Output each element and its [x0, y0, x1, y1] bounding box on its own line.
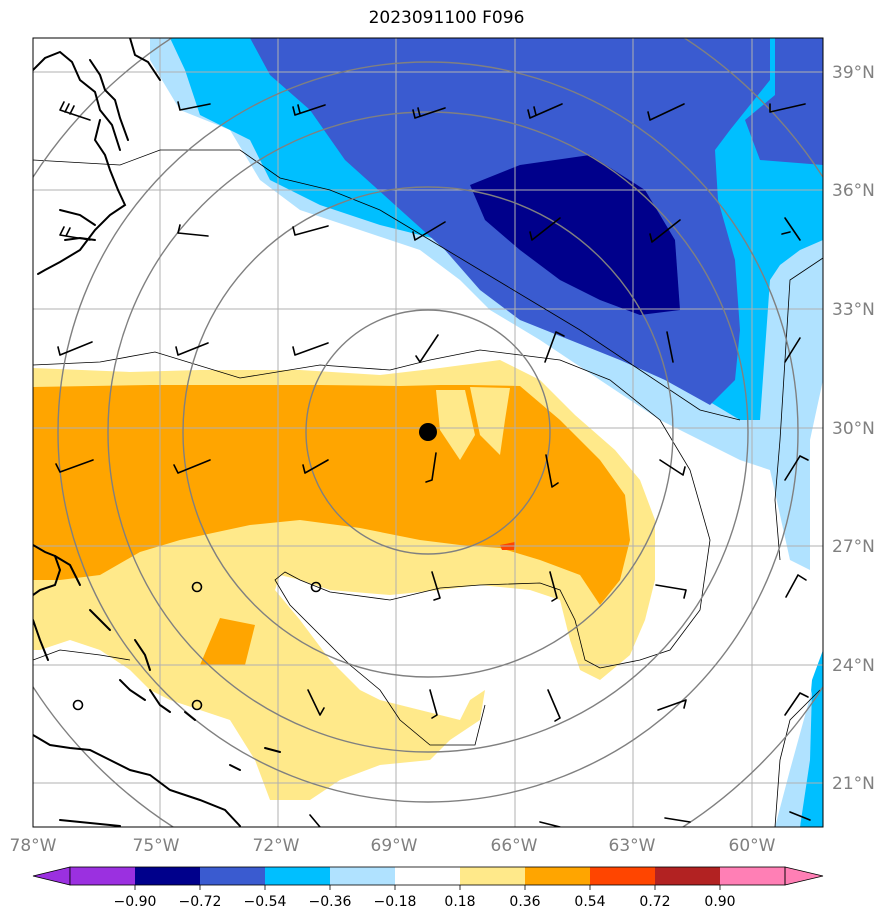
- lat-label: 21°N: [832, 774, 875, 794]
- colorbar-label: −0.54: [244, 894, 287, 910]
- colorbar-extend-low: [32, 866, 71, 886]
- lon-label: 60°W: [729, 836, 776, 856]
- colorbar-label: −0.90: [114, 894, 157, 910]
- lat-label: 36°N: [832, 181, 875, 201]
- lon-label: 66°W: [491, 836, 538, 856]
- lat-labels: 39°N 36°N 33°N 30°N 27°N 24°N 21°N: [832, 63, 875, 794]
- lat-label: 30°N: [832, 419, 875, 439]
- field-light-blue-se: [775, 690, 812, 827]
- lon-label: 72°W: [253, 836, 300, 856]
- colorbar-label: −0.36: [309, 894, 352, 910]
- map-frame: [32, 37, 824, 828]
- lat-label: 39°N: [832, 63, 875, 83]
- colorbar-label: −0.18: [374, 894, 417, 910]
- field-orange-patch: [200, 618, 255, 665]
- calm-markers: [72, 581, 322, 711]
- field-orange: [33, 385, 630, 605]
- map-title: 2023091100 F096: [368, 8, 525, 28]
- lat-label: 24°N: [832, 656, 875, 676]
- colorbar-label: 0.54: [574, 894, 605, 910]
- graticule: [33, 38, 823, 827]
- colorbar: −0.90 −0.72 −0.54 −0.36 −0.18 0.18 0.36 …: [32, 866, 824, 910]
- colorbar-label: 0.90: [704, 894, 735, 910]
- field-yellow-inset: [470, 387, 510, 455]
- colorbar-label: 0.72: [639, 894, 670, 910]
- map-panel: [33, 38, 823, 827]
- wind-barbs: [55, 101, 811, 827]
- field-yellow-cloud: [436, 390, 475, 460]
- lon-label: 69°W: [371, 836, 418, 856]
- colorbar-label: 0.36: [509, 894, 540, 910]
- colorbar-label: 0.18: [444, 894, 475, 910]
- field-navy: [470, 155, 680, 315]
- storm-center-marker: [419, 423, 437, 441]
- lon-label: 75°W: [133, 836, 180, 856]
- lat-label: 33°N: [832, 300, 875, 320]
- contour-lines: [33, 149, 823, 827]
- colorbar-label: −0.72: [179, 894, 222, 910]
- range-rings: [33, 38, 823, 827]
- field-royal-blue-corner: [745, 38, 823, 165]
- lat-label: 27°N: [832, 537, 875, 557]
- colorbar-extend-high: [784, 866, 824, 886]
- lon-label: 63°W: [609, 836, 656, 856]
- lon-labels: 78°W 75°W 72°W 69°W 66°W 63°W 60°W: [10, 836, 776, 856]
- lon-label: 78°W: [10, 836, 57, 856]
